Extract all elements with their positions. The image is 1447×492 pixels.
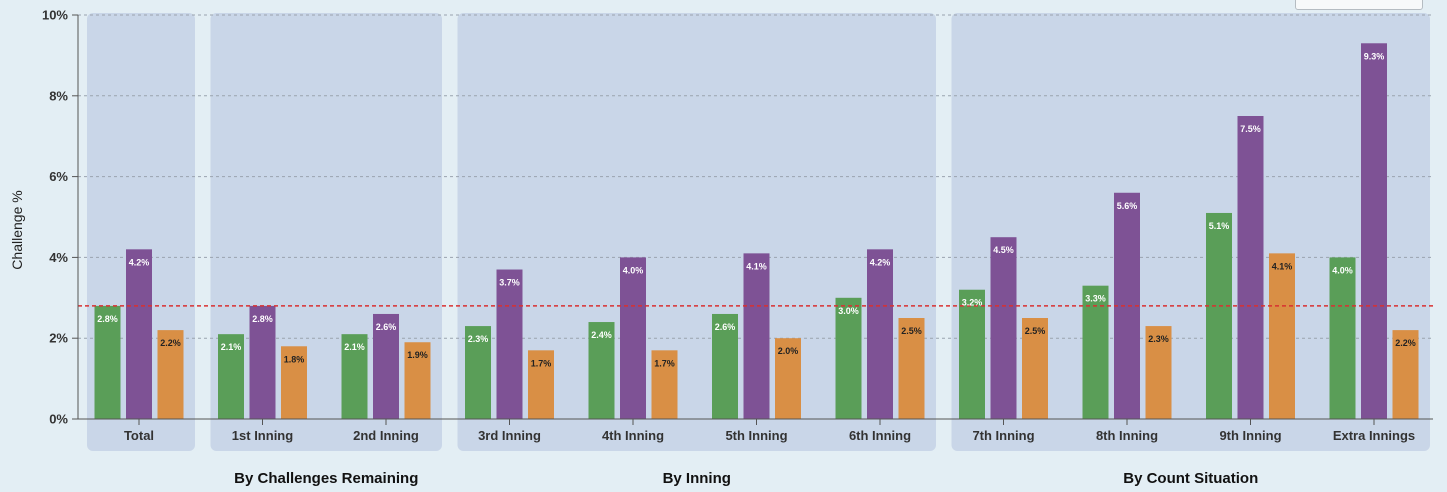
data-label: 4.2%: [870, 257, 891, 267]
data-label: 2.0%: [778, 346, 799, 356]
y-tick-label: 10%: [42, 8, 68, 23]
bar: [1022, 318, 1048, 419]
x-tick-label: 9th Inning: [1219, 428, 1281, 443]
bar: [94, 305, 121, 419]
x-tick-label: Extra Innings: [1333, 428, 1415, 443]
x-tick-label: 5th Inning: [725, 428, 787, 443]
bar: [712, 313, 738, 419]
bar: [620, 257, 646, 419]
data-label: 2.6%: [376, 322, 397, 332]
x-tick-label: 2nd Inning: [353, 428, 419, 443]
bar: [898, 318, 925, 419]
data-label: 2.3%: [468, 334, 489, 344]
bar: [835, 297, 862, 419]
bar: [496, 269, 523, 419]
data-label: 7.5%: [1240, 124, 1261, 134]
data-label: 2.1%: [344, 342, 365, 352]
bar: [218, 334, 244, 419]
bar: [1361, 43, 1387, 419]
bar: [990, 237, 1017, 419]
x-tick-label: 3rd Inning: [478, 428, 541, 443]
bar: [465, 326, 491, 419]
data-label: 2.2%: [160, 338, 181, 348]
data-label: 9.3%: [1364, 51, 1385, 61]
data-label: 3.3%: [1085, 294, 1106, 304]
y-tick-label: 6%: [49, 169, 68, 184]
bar: [959, 289, 985, 419]
data-label: 1.7%: [654, 358, 675, 368]
data-label: 2.4%: [591, 330, 612, 340]
bar: [528, 350, 554, 419]
bar: [1145, 326, 1172, 419]
group-label: By Inning: [663, 470, 731, 487]
bar: [1392, 330, 1419, 419]
data-label: 2.1%: [221, 342, 242, 352]
data-label: 2.5%: [1025, 326, 1046, 336]
bar: [404, 342, 431, 419]
data-label: 2.8%: [97, 314, 118, 324]
bar: [341, 334, 368, 419]
x-tick-label: 8th Inning: [1096, 428, 1158, 443]
bar: [1082, 285, 1109, 419]
bar: [867, 249, 893, 419]
chart-control-button[interactable]: [1295, 0, 1423, 10]
bar: [1329, 257, 1356, 419]
y-tick-label: 8%: [49, 88, 68, 103]
data-label: 3.2%: [962, 298, 983, 308]
x-tick-label: 6th Inning: [849, 428, 911, 443]
x-tick-label: 4th Inning: [602, 428, 664, 443]
bar: [775, 338, 801, 419]
bar: [249, 305, 276, 419]
bar: [651, 350, 678, 419]
data-label: 4.1%: [1272, 261, 1293, 271]
data-label: 3.7%: [499, 278, 520, 288]
bar: [373, 313, 399, 419]
bars: [94, 43, 1419, 419]
data-label: 2.5%: [901, 326, 922, 336]
data-label: 2.2%: [1395, 338, 1416, 348]
axes: [72, 14, 1433, 425]
data-label: 2.3%: [1148, 334, 1169, 344]
data-label: 5.1%: [1209, 221, 1230, 231]
group-label: By Count Situation: [1123, 470, 1258, 487]
y-tick-label: 2%: [49, 331, 68, 346]
x-tick-label: Total: [124, 428, 154, 443]
bar: [1269, 253, 1295, 419]
bar: [1237, 116, 1264, 419]
bar: [588, 322, 615, 419]
data-label: 1.8%: [284, 354, 305, 364]
data-label: 3.0%: [838, 306, 859, 316]
y-tick-label: 0%: [49, 412, 68, 427]
labels: By Challenges Remaining By Inning By Count…: [42, 8, 1416, 488]
bar: [281, 346, 307, 419]
data-label: 1.9%: [407, 350, 428, 360]
x-tick-label: 1st Inning: [232, 428, 293, 443]
data-label: 4.0%: [623, 265, 644, 275]
y-tick-label: 4%: [49, 250, 68, 265]
panel-background: [951, 13, 1430, 451]
bar: [743, 253, 770, 419]
data-label: 5.6%: [1117, 201, 1138, 211]
data-label: 4.2%: [129, 257, 150, 267]
panel-background: [457, 13, 936, 451]
data-label: 4.0%: [1332, 265, 1353, 275]
bar: [126, 249, 152, 419]
data-label: 2.6%: [715, 322, 736, 332]
data-label: 4.5%: [993, 245, 1014, 255]
bar: [1206, 212, 1232, 419]
data-label: 2.8%: [252, 314, 273, 324]
data-label: 4.1%: [746, 261, 767, 271]
y-axis-title: Challenge %: [9, 190, 25, 269]
bar: [157, 330, 184, 419]
group-label: By Challenges Remaining: [234, 470, 418, 487]
data-label: 1.7%: [531, 358, 552, 368]
x-tick-label: 7th Inning: [972, 428, 1034, 443]
